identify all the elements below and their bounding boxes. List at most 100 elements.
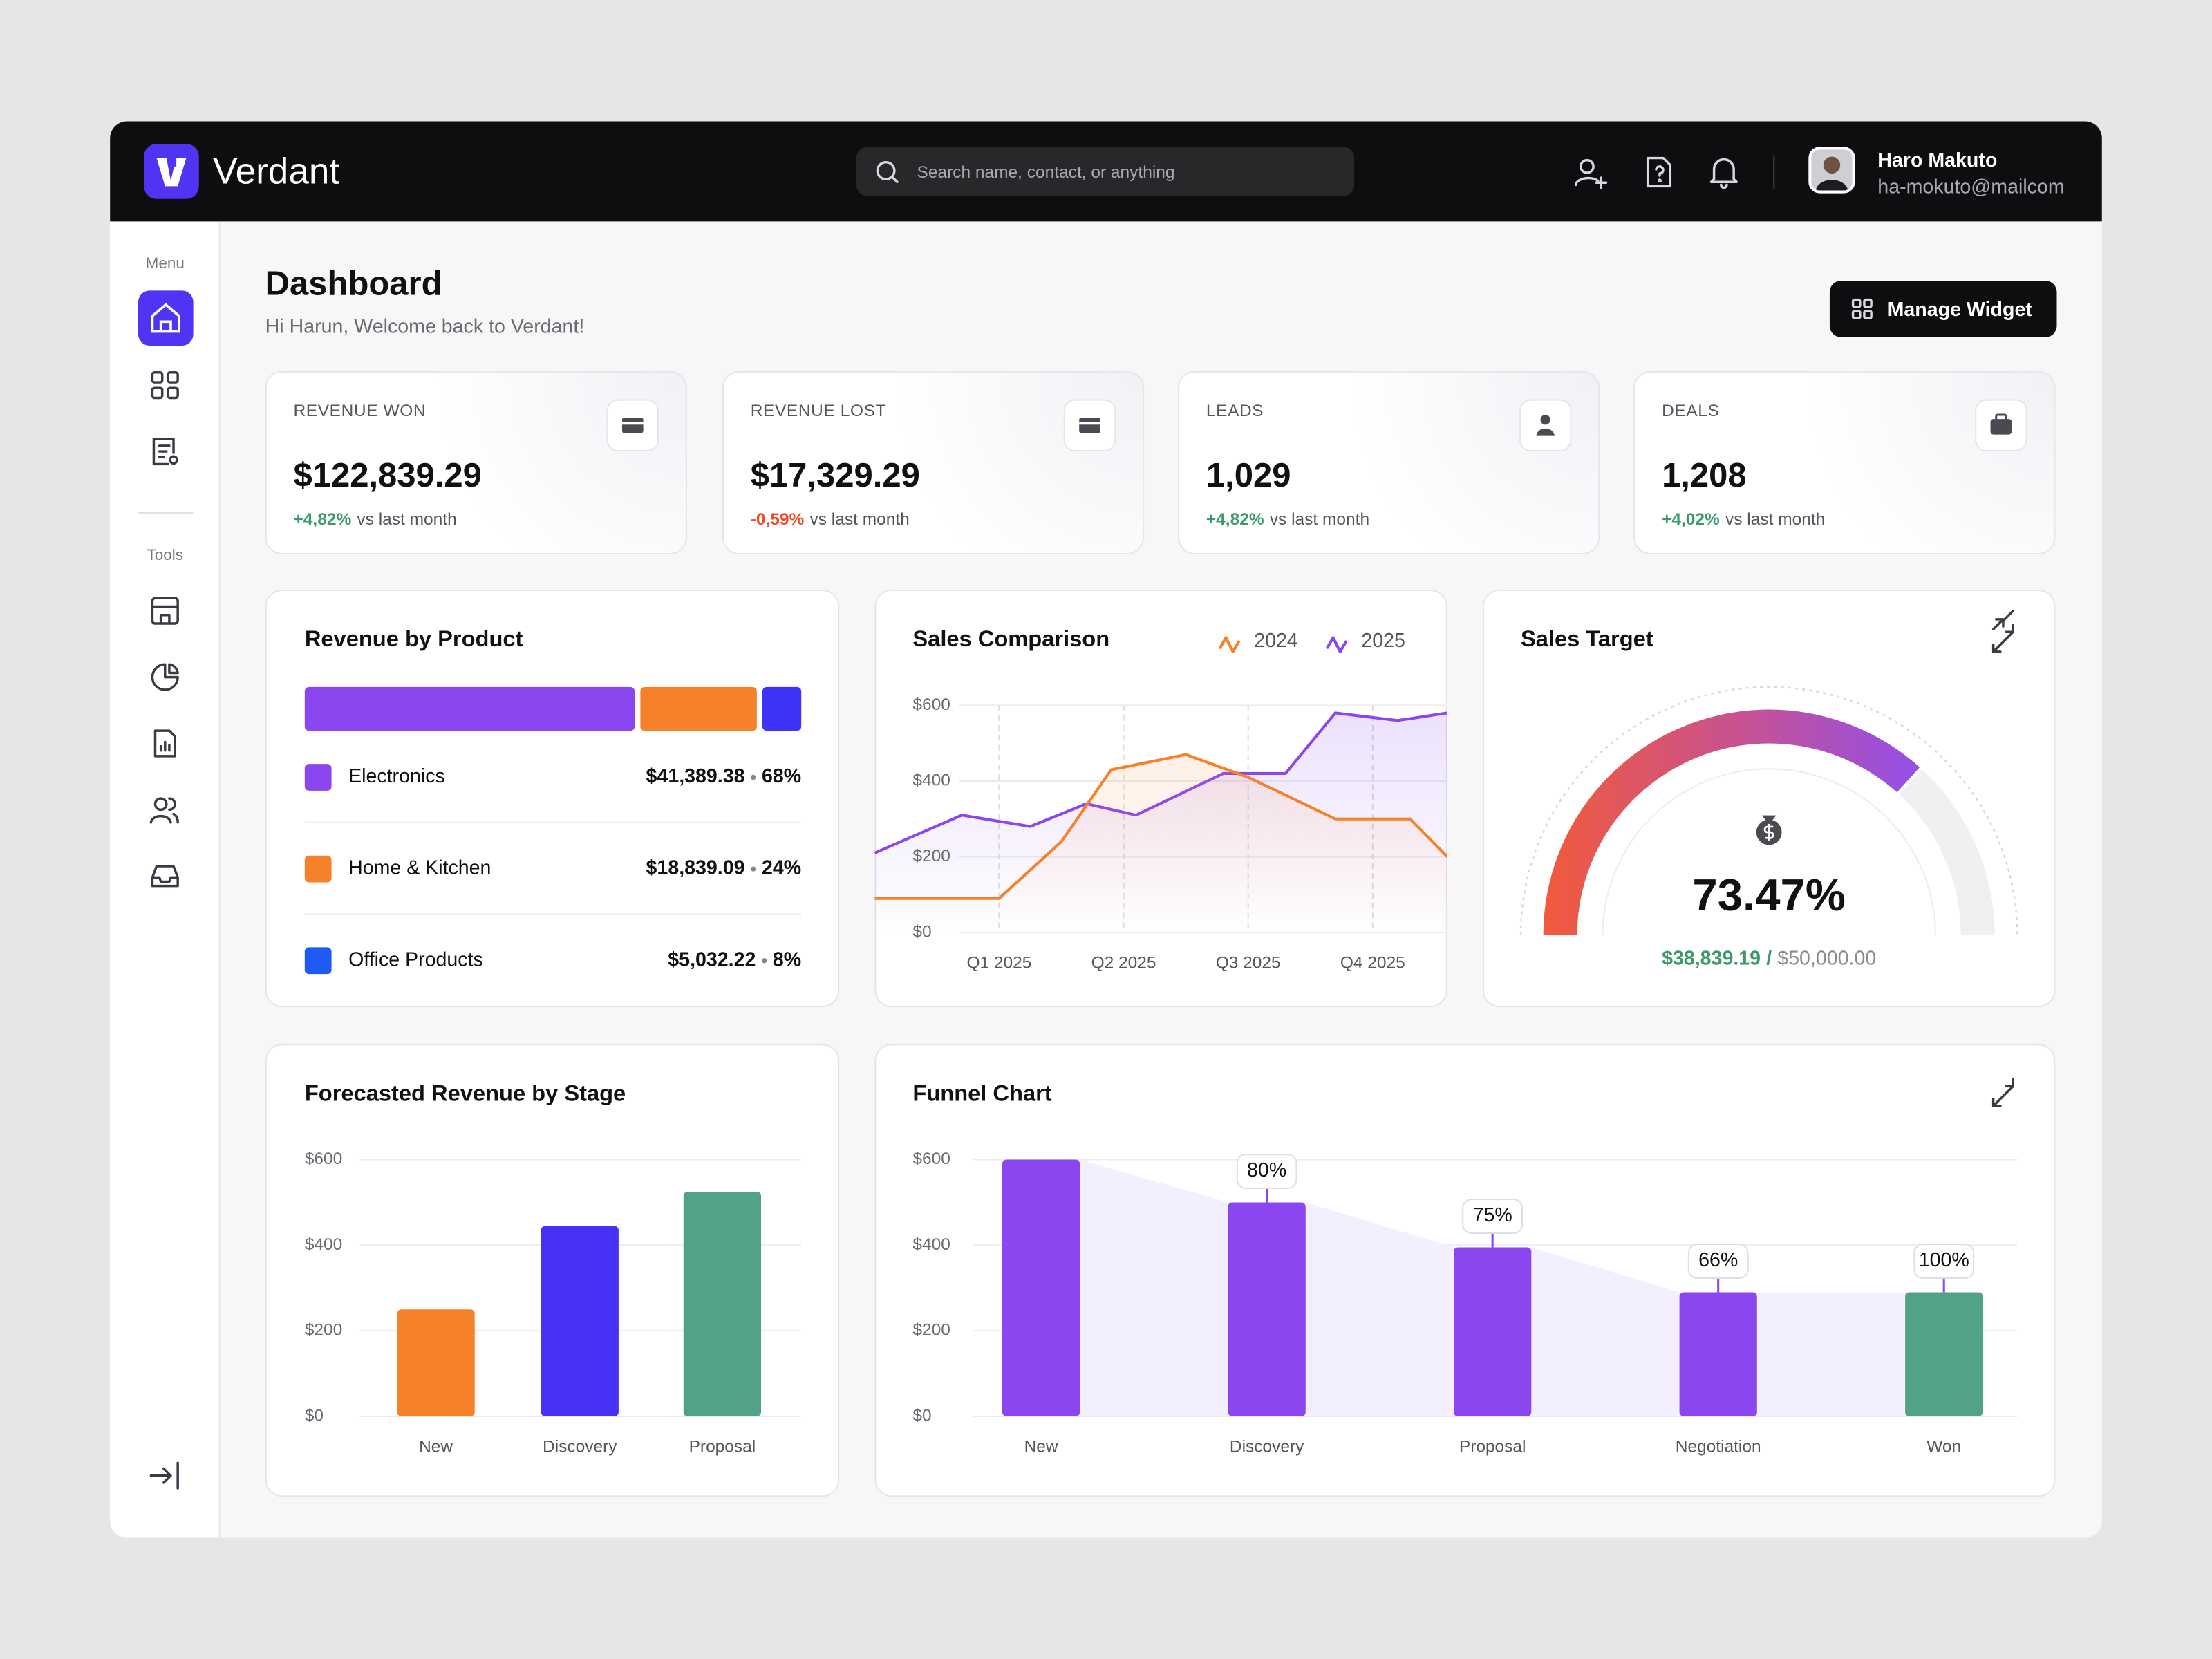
separator-dot xyxy=(761,958,767,964)
x-tick-label: Q1 2025 xyxy=(966,953,1031,972)
user-name: Haro Makuto xyxy=(1877,148,1998,171)
stat-change: +4,82% xyxy=(1206,509,1264,529)
header-divider xyxy=(1773,155,1775,189)
gauge-value xyxy=(1543,709,1921,936)
bar xyxy=(1679,1292,1757,1416)
x-tick-label: Q3 2025 xyxy=(1216,953,1281,972)
y-tick-label: $0 xyxy=(305,1406,324,1425)
legend-label: 2024 xyxy=(1254,630,1298,652)
stat-change: +4,02% xyxy=(1662,509,1720,529)
bar xyxy=(397,1309,475,1416)
share-bar xyxy=(762,686,802,731)
stat-icon-glyph xyxy=(1536,414,1555,436)
share-bar xyxy=(304,686,635,731)
separator-dot xyxy=(751,774,756,780)
y-tick-label: $600 xyxy=(912,1150,950,1168)
stat-icon xyxy=(606,399,659,452)
legend-icon xyxy=(1219,636,1240,653)
series-group xyxy=(874,711,1447,932)
stat-icon xyxy=(1519,399,1572,452)
card-title: Funnel Chart xyxy=(912,1080,1051,1105)
series-line xyxy=(874,753,1447,900)
stat-note: vs last month xyxy=(1269,509,1370,529)
stat-card: REVENUE LOST $17,329.29 -0,59% vs last mont… xyxy=(722,371,1145,555)
widget-icon xyxy=(1851,298,1873,319)
expand-icon[interactable] xyxy=(1991,624,2014,653)
legend-swatch xyxy=(304,947,332,975)
sidebar-divider xyxy=(138,512,194,514)
x-tick-label: Won xyxy=(1927,1437,1961,1456)
bell-icon[interactable] xyxy=(1705,153,1742,190)
expand-icon[interactable] xyxy=(1991,609,2014,630)
x-tick-label: Proposal xyxy=(689,1437,756,1456)
bar xyxy=(683,1191,762,1416)
conversion-label: 66% xyxy=(1698,1249,1738,1271)
stat-icon-glyph xyxy=(621,418,644,433)
bar xyxy=(1454,1247,1532,1416)
nav-analytics[interactable] xyxy=(148,660,182,694)
nav-apps[interactable] xyxy=(148,368,182,402)
card-title: Forecasted Revenue by Stage xyxy=(305,1080,626,1105)
share-bar xyxy=(640,686,757,731)
nav-reports[interactable] xyxy=(148,435,182,469)
stat-icon xyxy=(1063,399,1116,452)
y-tick-label: $400 xyxy=(912,1235,950,1254)
expand-icon[interactable] xyxy=(1991,1078,2014,1107)
x-tick-label: Negotiation xyxy=(1676,1437,1761,1456)
revenue-by-product-card xyxy=(265,590,840,1008)
logo[interactable] xyxy=(144,144,199,199)
y-tick-label: $0 xyxy=(912,1406,931,1425)
gauge-end xyxy=(1895,766,1923,796)
tools-label: Tools xyxy=(147,547,183,565)
x-tick-label: Discovery xyxy=(1230,1437,1304,1456)
help-doc-icon[interactable] xyxy=(1640,153,1677,190)
legend-swatch xyxy=(304,764,332,791)
search-box[interactable]: Search name, contact, or anything xyxy=(856,147,1355,196)
avatar[interactable] xyxy=(1808,147,1855,194)
y-tick-label: $400 xyxy=(305,1235,342,1254)
product-amount: $41,389.38 xyxy=(646,765,745,787)
product-amount: $18,839.09 xyxy=(646,857,745,879)
stat-change-row: +4,02% vs last month xyxy=(1662,509,1825,529)
bar xyxy=(541,1226,619,1416)
y-tick-label: $600 xyxy=(912,695,950,714)
stat-label: REVENUE WON xyxy=(293,400,427,421)
stat-card: LEADS 1,029 +4,82% vs last month xyxy=(1178,371,1600,555)
nav-contacts[interactable] xyxy=(148,793,182,827)
gauge-outer-ring xyxy=(1519,686,2018,936)
card-title: Sales Target xyxy=(1521,626,1653,651)
gauge-inner-ring xyxy=(1602,768,1936,936)
nav-store[interactable] xyxy=(148,594,182,628)
x-tick-label: Q2 2025 xyxy=(1091,953,1156,972)
x-tick-label: New xyxy=(1024,1437,1058,1456)
collapse-sidebar[interactable] xyxy=(148,1459,182,1492)
money-bag-knot xyxy=(1761,815,1777,821)
x-tick-label: Q4 2025 xyxy=(1340,953,1405,972)
stat-icon-glyph xyxy=(1079,418,1100,433)
nav-inbox[interactable] xyxy=(148,859,182,893)
add-user-icon[interactable] xyxy=(1573,155,1609,191)
x-tick-label: Proposal xyxy=(1459,1437,1526,1456)
nav-documents[interactable] xyxy=(148,727,182,760)
gauge-value-label: 73.47% xyxy=(1692,870,1845,920)
stat-value: $122,839.29 xyxy=(293,457,482,496)
x-tick-label: Discovery xyxy=(543,1437,617,1456)
nav-home[interactable] xyxy=(138,290,194,346)
y-tick-label: $200 xyxy=(912,1321,950,1340)
stat-card: DEALS 1,208 +4,02% vs last month xyxy=(1633,371,2056,555)
home-icon xyxy=(151,303,181,333)
logo-mark xyxy=(156,158,187,187)
search-placeholder: Search name, contact, or anything xyxy=(917,162,1175,182)
stat-card: REVENUE WON $122,839.29 +4,82% vs last mont… xyxy=(265,371,687,555)
conversion-label: 80% xyxy=(1247,1159,1286,1181)
stat-icon xyxy=(1975,399,2027,452)
stat-change-row: -0,59% vs last month xyxy=(751,509,910,529)
legend-icon xyxy=(1326,636,1347,653)
target: $50,000.00 xyxy=(1777,947,1876,969)
manage-widget-button[interactable]: Manage Widget xyxy=(1829,281,2057,337)
sales-target-card xyxy=(1482,590,2056,1008)
x-tick-label: New xyxy=(419,1437,453,1456)
